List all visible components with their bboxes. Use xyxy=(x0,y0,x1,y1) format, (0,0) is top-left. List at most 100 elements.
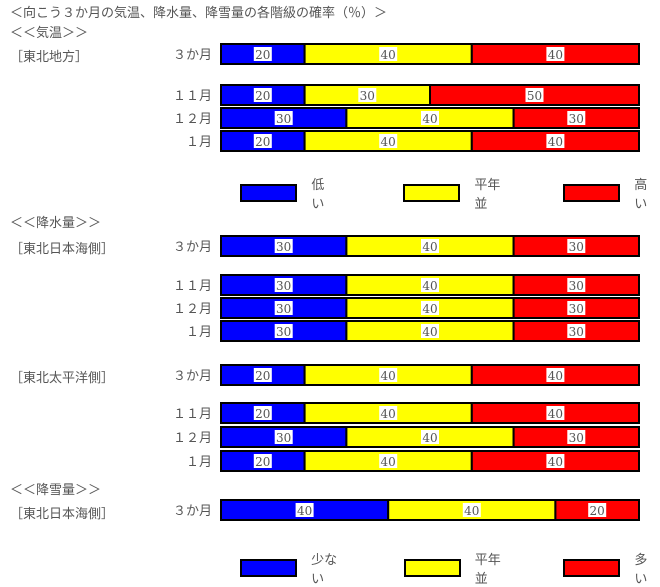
value-label-background xyxy=(379,47,398,61)
value-label-background xyxy=(253,47,272,61)
row-label: １月 xyxy=(186,325,212,340)
row-label: １１月 xyxy=(173,279,212,294)
value-label: 40 xyxy=(381,455,396,469)
value-label: 30 xyxy=(276,240,291,254)
value-label: 30 xyxy=(569,431,584,445)
value-label-background xyxy=(253,88,272,102)
legend-label-high: 高い xyxy=(634,178,648,212)
value-label-background xyxy=(546,406,565,420)
value-label-background xyxy=(567,278,586,292)
row-label: １２月 xyxy=(173,431,212,446)
region-label-tohoku-pacific: ［東北太平洋側］ xyxy=(10,371,115,386)
legend-swatch-high xyxy=(562,184,621,202)
value-label-background xyxy=(274,301,293,315)
value-label-background xyxy=(253,368,272,382)
value-label: 30 xyxy=(276,302,291,316)
value-label-background xyxy=(567,239,586,253)
legend-label-low: 低い xyxy=(311,178,325,212)
legend-swatch-low xyxy=(240,184,298,202)
legend-label-more: 多い xyxy=(634,553,648,587)
value-label: 40 xyxy=(381,369,396,383)
value-label: 30 xyxy=(276,325,291,339)
value-label-background xyxy=(295,503,314,517)
value-label-background xyxy=(253,454,272,468)
region-label-tohoku-sea-of-japan: ［東北日本海側］ xyxy=(10,242,115,257)
value-label: 30 xyxy=(360,89,375,103)
value-label: 40 xyxy=(464,504,479,518)
value-label-background xyxy=(462,503,481,517)
value-label-background xyxy=(546,47,565,61)
value-label-background xyxy=(421,430,439,444)
legend-temperature: 低い 平年並 高い xyxy=(240,174,660,212)
value-label: 30 xyxy=(276,431,291,445)
value-label: 40 xyxy=(548,455,563,469)
value-label-background xyxy=(421,239,439,253)
value-label: 40 xyxy=(297,504,312,518)
value-label-background xyxy=(421,301,439,315)
row-label: １月 xyxy=(186,455,212,470)
value-label: 40 xyxy=(422,240,437,254)
value-label: 20 xyxy=(255,135,270,149)
value-label-background xyxy=(379,454,398,468)
row-label: １２月 xyxy=(173,302,212,317)
value-label-background xyxy=(567,324,586,338)
value-label-background xyxy=(253,134,272,148)
legend-swatch-normal-snow xyxy=(403,559,461,577)
row-label: １１月 xyxy=(173,89,212,104)
value-label-background xyxy=(379,134,398,148)
legend-swatch-normal xyxy=(403,184,461,202)
value-label: 40 xyxy=(381,407,396,421)
value-label: 40 xyxy=(422,302,437,316)
value-label-background xyxy=(253,406,272,420)
value-label: 40 xyxy=(548,48,563,62)
value-label: 50 xyxy=(527,89,542,103)
value-label: 20 xyxy=(255,89,270,103)
value-label: 30 xyxy=(569,279,584,293)
legend-swatch-less xyxy=(240,559,298,577)
value-label: 40 xyxy=(422,431,437,445)
value-label-background xyxy=(274,430,293,444)
value-label-background xyxy=(567,301,586,315)
row-label: １１月 xyxy=(173,407,212,422)
value-label: 40 xyxy=(422,325,437,339)
value-label: 30 xyxy=(569,325,584,339)
value-label-background xyxy=(567,111,586,125)
legend-label-less: 少ない xyxy=(311,553,338,587)
value-label: 20 xyxy=(590,504,605,518)
row-label: ３か月 xyxy=(173,369,212,384)
value-label-background xyxy=(546,454,565,468)
value-label: 30 xyxy=(276,112,291,126)
legend-label-normal-snow: 平年並 xyxy=(474,553,501,587)
value-label-background xyxy=(546,368,565,382)
value-label-background xyxy=(546,134,565,148)
chart-title: ＜向こう３か月の気温、降水量、降雪量の各階級の確率（％）＞ xyxy=(10,6,388,21)
value-label-background xyxy=(421,278,439,292)
value-label: 20 xyxy=(255,455,270,469)
value-label-background xyxy=(421,111,439,125)
row-label: １２月 xyxy=(173,112,212,127)
value-label: 20 xyxy=(255,48,270,62)
value-label: 40 xyxy=(422,112,437,126)
value-label: 40 xyxy=(422,279,437,293)
value-label: 40 xyxy=(548,407,563,421)
value-label: 20 xyxy=(255,407,270,421)
value-label: 40 xyxy=(381,48,396,62)
legend-swatch-more xyxy=(563,559,621,577)
value-label: 30 xyxy=(569,112,584,126)
section-heading-temperature: ＜＜気温＞＞ xyxy=(10,26,89,41)
value-label-background xyxy=(274,239,293,253)
row-label: ３か月 xyxy=(173,240,212,255)
section-heading-snowfall: ＜＜降雪量＞＞ xyxy=(10,483,102,498)
row-label: １月 xyxy=(186,135,212,150)
legend-snowfall: 少ない 平年並 多い xyxy=(240,549,660,587)
value-label-background xyxy=(274,278,293,292)
value-label: 40 xyxy=(548,135,563,149)
value-label-background xyxy=(525,88,544,102)
legend-label-normal: 平年並 xyxy=(474,178,501,212)
value-label-background xyxy=(274,111,293,125)
value-label: 30 xyxy=(276,279,291,293)
row-label: ３か月 xyxy=(173,504,212,519)
value-label-background xyxy=(358,88,377,102)
region-label-snow-tohoku-sea-of-japan: ［東北日本海側］ xyxy=(10,507,115,522)
